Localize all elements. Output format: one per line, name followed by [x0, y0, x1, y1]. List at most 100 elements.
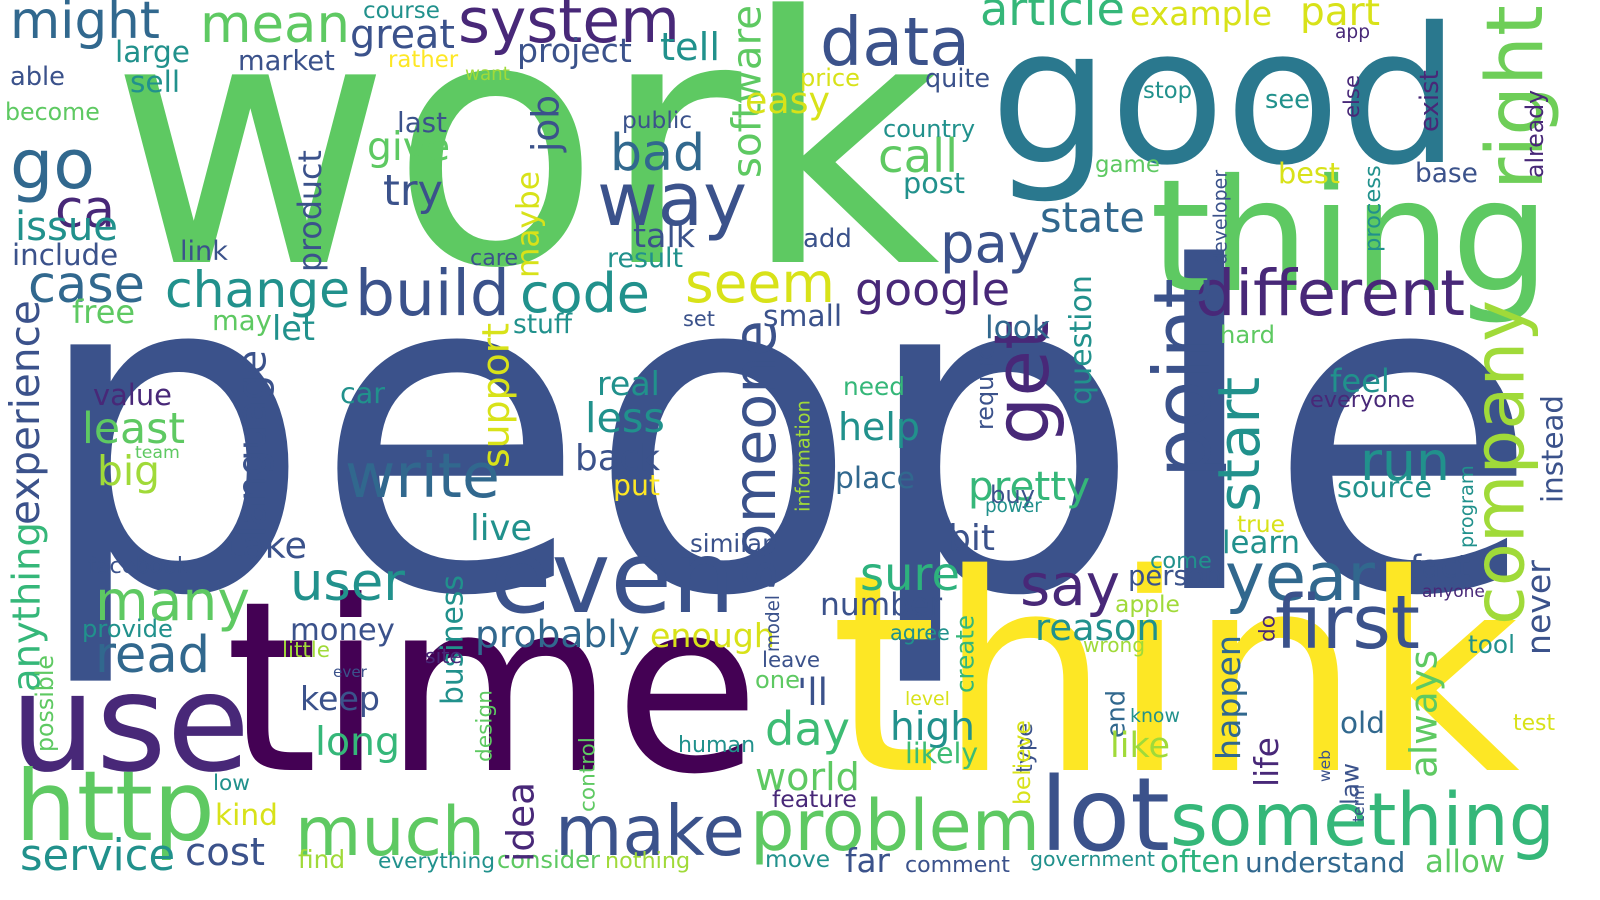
- word: small: [763, 299, 842, 334]
- word: type: [1012, 723, 1038, 773]
- word: ever: [333, 663, 368, 681]
- word: good: [990, 0, 1460, 207]
- word: do: [1255, 615, 1280, 642]
- word: job: [523, 95, 567, 153]
- word: buy: [990, 481, 1035, 509]
- word: someone: [720, 320, 789, 590]
- word: probably: [475, 612, 640, 656]
- word: read: [95, 626, 210, 685]
- word: business: [436, 575, 471, 705]
- word: result: [607, 243, 683, 274]
- word: state: [1040, 194, 1145, 242]
- word: source: [1337, 470, 1432, 504]
- word: market: [238, 46, 335, 77]
- word: system: [458, 0, 680, 57]
- word: able: [10, 62, 65, 92]
- word: everyone: [1310, 387, 1415, 413]
- word: might: [10, 0, 160, 51]
- word: run: [1360, 430, 1450, 493]
- word: consider: [497, 846, 600, 874]
- word: country: [883, 115, 975, 143]
- word: information: [792, 400, 815, 512]
- word: site: [425, 644, 462, 668]
- word: never: [1519, 560, 1558, 655]
- word: point: [1138, 278, 1229, 478]
- word: law: [1336, 763, 1365, 805]
- word: first: [1275, 580, 1420, 666]
- word: make: [555, 792, 745, 872]
- word: nothing: [605, 848, 690, 874]
- word: agree: [890, 621, 950, 645]
- word: leave: [762, 648, 820, 673]
- word: long: [315, 719, 400, 765]
- word: low: [213, 771, 250, 796]
- word: feature: [772, 785, 857, 813]
- word: like: [1110, 726, 1170, 766]
- word: much: [295, 793, 485, 872]
- word: move: [765, 846, 830, 873]
- word: price: [800, 64, 860, 92]
- word: case: [28, 256, 145, 315]
- word: article: [980, 0, 1125, 36]
- word: seem: [685, 251, 835, 315]
- word: care: [470, 245, 518, 271]
- word: old: [1340, 706, 1385, 740]
- word: need: [843, 372, 905, 401]
- word: least: [82, 404, 185, 454]
- word: live: [470, 508, 532, 549]
- word: write: [345, 440, 500, 512]
- word: think: [830, 515, 1520, 835]
- word: already: [1521, 90, 1549, 178]
- word: change: [165, 260, 350, 319]
- word: start: [1205, 377, 1273, 512]
- word: software: [724, 5, 771, 178]
- word: level: [905, 688, 950, 710]
- word: car: [340, 376, 385, 410]
- word: often: [1160, 844, 1240, 880]
- word: maybe: [511, 171, 547, 278]
- word: go: [10, 126, 95, 205]
- word: come: [1150, 548, 1212, 574]
- word: language: [230, 350, 276, 537]
- word: end: [1101, 690, 1131, 738]
- word: say: [1020, 551, 1120, 619]
- word: reason: [1035, 606, 1160, 649]
- word: even: [490, 519, 735, 636]
- word: call: [878, 129, 958, 183]
- word: rather: [388, 47, 459, 73]
- word: web: [1316, 750, 1334, 782]
- word: free: [72, 293, 135, 331]
- word: time: [225, 550, 760, 826]
- word: add: [803, 224, 852, 254]
- word: use: [10, 644, 250, 802]
- word: similar: [690, 529, 773, 558]
- word: provide: [82, 615, 173, 643]
- word: money: [290, 613, 395, 648]
- word: bit: [948, 518, 995, 559]
- word: kind: [215, 798, 278, 832]
- word: many: [95, 569, 250, 633]
- word: project: [517, 31, 632, 70]
- word: process: [1360, 165, 1386, 252]
- word: comment: [905, 852, 1010, 878]
- word: facebook: [88, 553, 190, 579]
- word: want: [465, 64, 510, 85]
- word: something: [1170, 779, 1555, 863]
- word: support: [474, 323, 518, 468]
- word: high: [890, 705, 975, 750]
- word: possible: [31, 655, 59, 752]
- word: believe: [1008, 720, 1036, 805]
- word: product: [293, 150, 329, 272]
- word: thing: [1150, 146, 1550, 327]
- word: example: [1130, 0, 1272, 33]
- word: place: [835, 461, 915, 496]
- word: tool: [1468, 630, 1515, 659]
- word: post: [903, 166, 965, 200]
- word: easy: [745, 79, 830, 122]
- word: large: [115, 35, 190, 69]
- word: service: [20, 831, 175, 881]
- word: pay: [940, 212, 1040, 275]
- word: course: [363, 0, 440, 24]
- word: back: [575, 438, 660, 479]
